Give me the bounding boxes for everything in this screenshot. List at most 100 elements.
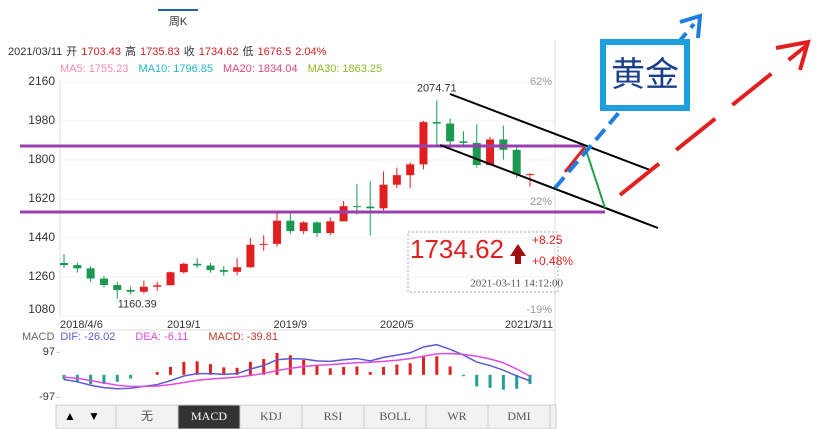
candle-body xyxy=(472,142,481,165)
candle-body xyxy=(219,270,228,272)
macd-name: MACD: xyxy=(208,331,243,343)
macd-tick-label: -97 xyxy=(39,391,55,403)
candle-body xyxy=(60,262,68,266)
quote-time: 2021-03-11 14:12:00 xyxy=(470,278,563,290)
quote-box xyxy=(407,231,559,293)
tab[interactable] xyxy=(425,404,489,429)
ma-name: MA30: xyxy=(308,63,340,75)
x-tick-label: 2019/1 xyxy=(167,319,201,331)
candle-body xyxy=(153,285,162,287)
candle-body xyxy=(99,278,108,286)
quote-price: 1734.62 xyxy=(410,234,504,264)
macd-tick-label: 97 xyxy=(43,346,55,358)
tab-label[interactable]: MACD xyxy=(191,409,227,423)
quote-change-pct: +0.48% xyxy=(532,254,573,268)
tab[interactable] xyxy=(177,404,241,429)
candle-body xyxy=(366,206,375,209)
y-tick-label: 1620 xyxy=(28,191,55,205)
tab-label[interactable]: WR xyxy=(447,409,466,423)
y-tick-label: 1440 xyxy=(28,230,55,244)
info-open: 1703.43 xyxy=(81,46,121,58)
candle-body xyxy=(432,122,441,124)
channel-line xyxy=(449,93,651,171)
candle-body xyxy=(86,268,95,279)
min-label: 1160.39 xyxy=(118,298,157,310)
x-tick-label: 2021/3/11 xyxy=(505,319,553,331)
x-tick-label: 2020/5 xyxy=(380,319,414,331)
tab-label[interactable]: DMI xyxy=(507,409,530,423)
candle-body xyxy=(312,222,321,234)
candle-body xyxy=(486,139,495,165)
period-tab[interactable]: 周K xyxy=(169,15,188,28)
candle-body xyxy=(446,123,455,142)
trend-line xyxy=(563,146,587,173)
info-close: 1734.62 xyxy=(199,46,239,58)
tab-label[interactable]: 无 xyxy=(141,409,153,423)
tab-label[interactable]: RSI xyxy=(324,409,343,423)
overlay: 黄金 xyxy=(20,13,811,229)
tab-label[interactable]: KDJ xyxy=(260,409,282,423)
candle-body xyxy=(392,175,401,185)
info-close_label: 收 xyxy=(184,44,195,58)
info-open_label: 开 xyxy=(66,46,77,58)
macd-name: DEA: xyxy=(135,331,161,343)
candle-body xyxy=(379,184,388,209)
up-arrow xyxy=(510,244,526,264)
channel-line xyxy=(439,144,659,229)
ma-value: 1834.04 xyxy=(258,63,298,75)
y-tick-label: 1800 xyxy=(28,152,55,166)
scroll-arrow[interactable]: ▼ xyxy=(88,409,100,423)
arrow-head xyxy=(775,39,811,71)
scroll-arrow[interactable]: ▲ xyxy=(64,409,76,423)
quote-change: +8.25 xyxy=(532,233,563,247)
candle-body xyxy=(299,222,308,232)
candle-body xyxy=(233,267,242,272)
candle-body xyxy=(179,263,188,273)
macd-line xyxy=(63,352,531,388)
candle-body xyxy=(126,290,135,292)
candle-body xyxy=(512,149,521,175)
forecast-arrow xyxy=(618,44,808,197)
candle-body xyxy=(113,285,122,290)
candle-body xyxy=(273,220,282,244)
candle-body xyxy=(246,244,255,268)
candle-body xyxy=(139,286,148,292)
x-tick-label: 2019/9 xyxy=(274,319,308,331)
info-high_label: 高 xyxy=(125,44,136,58)
macd-name: DIF: xyxy=(60,331,81,343)
max-label: 2074.71 xyxy=(417,82,457,94)
ma-value: 1755.23 xyxy=(89,63,129,75)
info-change: 2.04% xyxy=(295,46,326,58)
candle-body xyxy=(73,265,82,269)
candle-body xyxy=(339,206,348,222)
y-tick-label: 1080 xyxy=(28,302,55,316)
pct-label: -19% xyxy=(526,304,552,316)
macd-value: -39.81 xyxy=(247,331,278,343)
ma-name: MA20: xyxy=(223,63,255,75)
candle-body xyxy=(419,122,428,165)
candle-body xyxy=(459,141,468,143)
tab[interactable] xyxy=(487,404,551,429)
pct-label: 62% xyxy=(530,76,552,88)
ma-name: MA10: xyxy=(138,63,170,75)
candle-body xyxy=(286,220,295,232)
pct-label: 22% xyxy=(530,196,552,208)
arrow-head xyxy=(679,13,703,39)
ma-value: 1796.85 xyxy=(173,63,213,75)
macd-value: -26.02 xyxy=(84,331,115,343)
candle-body xyxy=(259,243,268,245)
candle-body xyxy=(326,221,335,234)
candle-body xyxy=(406,164,415,176)
label-box xyxy=(600,39,690,111)
y-tick-label: 1980 xyxy=(28,113,55,127)
ma-value: 1863.25 xyxy=(342,63,382,75)
info-low_label: 低 xyxy=(243,45,254,58)
tab[interactable] xyxy=(239,404,303,429)
macd-label: MACD xyxy=(22,331,54,343)
y-tick-label: 1260 xyxy=(28,269,55,283)
trend-line xyxy=(584,146,606,209)
info-low: 1676.5 xyxy=(258,46,292,58)
tab-label[interactable]: BOLL xyxy=(379,409,410,423)
candle-body xyxy=(206,265,215,271)
